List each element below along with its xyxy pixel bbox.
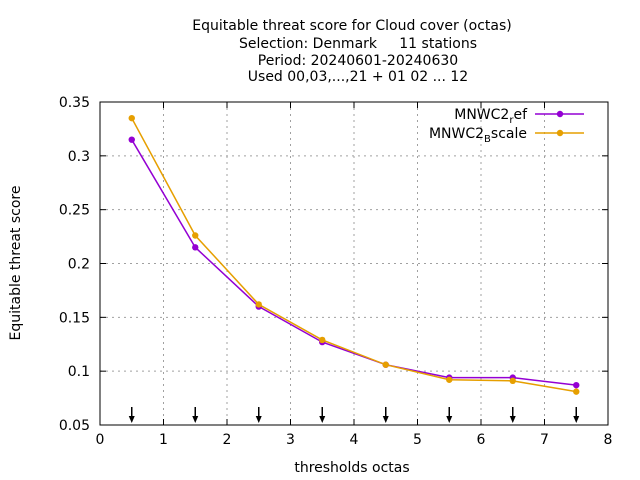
tick-labels: 0 1 2 3 4 5 6 7 8 0.05 0.1 0.15 0.2 0.25 0.3 0.35: [59, 95, 613, 448]
x-axis-label: thresholds octas: [294, 460, 409, 476]
threshold-arrow-head: [192, 416, 199, 423]
data-point-B: [255, 301, 262, 308]
threshold-arrow-head: [255, 416, 262, 423]
legend-swatch-point: [556, 110, 564, 118]
chart-title: Equitable threat score for Cloud cover (…: [192, 18, 511, 85]
data-point-r: [192, 244, 199, 251]
title-line-2: Selection: Denmark 11 stations: [239, 36, 477, 52]
y-tick-label: 0.35: [59, 95, 90, 111]
threshold-arrow-head: [382, 416, 389, 423]
y-tick-label: 0.2: [68, 257, 90, 273]
series-line-r: [131, 139, 577, 386]
x-tick-label: 0: [96, 432, 105, 448]
y-tick-label: 0.25: [59, 203, 90, 219]
y-axis-label: Equitable threat score: [8, 186, 24, 341]
x-tick-label: 3: [286, 432, 295, 448]
title-line-3: Period: 20240601-20240630: [258, 53, 458, 69]
series-group: [128, 114, 580, 395]
data-point-B: [382, 361, 389, 368]
y-tick-label: 0.15: [59, 310, 90, 326]
x-tick-label: 2: [223, 432, 232, 448]
data-point-B: [509, 377, 516, 385]
y-tick-label: 0.3: [68, 149, 90, 165]
axes: [99, 101, 609, 426]
threshold-arrow-head: [509, 416, 516, 423]
legend-swatch-point: [556, 129, 564, 137]
series-line-B: [131, 117, 577, 393]
threshold-arrow-head: [446, 416, 453, 423]
threshold-arrow-head: [319, 416, 326, 423]
title-line-1: Equitable threat score for Cloud cover (…: [192, 18, 511, 34]
title-line-4: Used 00,03,...,21 + 01 02 ... 12: [248, 69, 468, 85]
data-point-r: [573, 381, 580, 389]
data-point-B: [573, 388, 580, 395]
legend-label: MNWC2Bscale: [429, 126, 527, 145]
data-point-B: [319, 336, 326, 344]
data-point-r: [128, 136, 135, 143]
x-tick-label: 1: [159, 432, 168, 448]
y-tick-label: 0.05: [59, 418, 90, 434]
grid: [100, 102, 608, 425]
x-tick-label: 6: [477, 432, 486, 448]
legend-label: MNWC2ref: [454, 107, 528, 126]
data-point-B: [128, 114, 135, 122]
y-tick-label: 0.1: [68, 364, 90, 380]
x-tick-label: 5: [413, 432, 422, 448]
data-point-B: [446, 376, 453, 383]
data-point-B: [192, 232, 199, 239]
threshold-arrow-head: [128, 416, 135, 423]
threshold-arrow-head: [573, 416, 580, 423]
x-tick-label: 8: [604, 432, 613, 448]
threshold-arrows: [128, 407, 580, 423]
x-tick-label: 7: [540, 432, 549, 448]
x-tick-label: 4: [350, 432, 359, 448]
